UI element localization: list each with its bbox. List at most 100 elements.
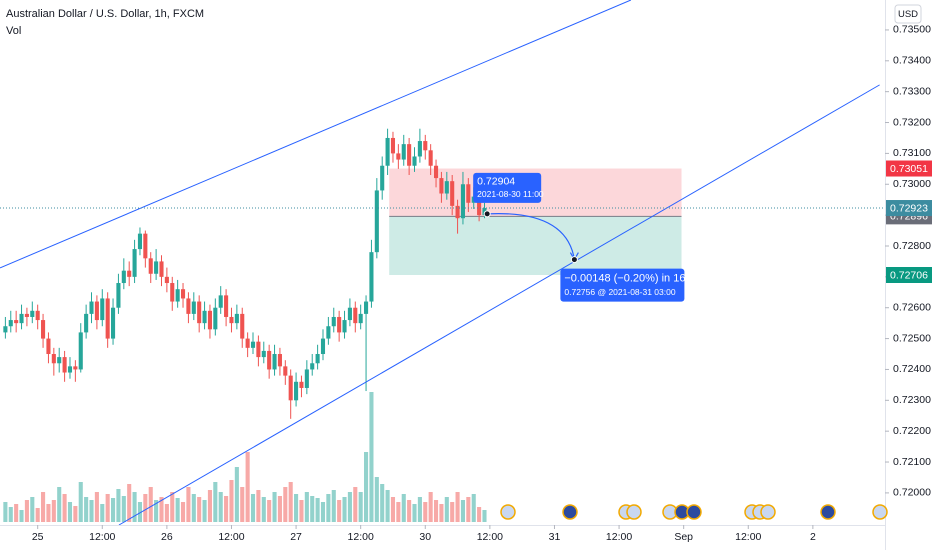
volume-bar	[14, 504, 19, 522]
volume-bar	[369, 392, 374, 522]
price-tag-label: 0.72706	[890, 269, 928, 281]
volume-label: Vol	[6, 25, 21, 37]
volume-bar	[67, 502, 73, 522]
volume-bar	[3, 502, 8, 522]
volume-bar	[304, 492, 309, 522]
volume-bar	[89, 500, 94, 522]
y-tick-label: 0.72500	[893, 332, 931, 344]
candle-body	[100, 298, 105, 321]
x-tick-label: 30	[419, 531, 431, 543]
volume-bar	[385, 490, 390, 522]
candle-body	[89, 301, 94, 314]
volume-bar	[326, 494, 331, 522]
volume-bar	[471, 494, 476, 522]
volume-bar	[288, 482, 293, 522]
start-price: 0.72904	[477, 176, 515, 188]
volume-bar	[272, 492, 277, 522]
volume-bar	[24, 500, 29, 522]
candle-body	[245, 338, 250, 348]
candle-body	[46, 338, 51, 355]
volume-bar	[30, 497, 35, 522]
volume-bar	[294, 494, 299, 522]
volume-bar	[116, 489, 121, 522]
volume-bar	[390, 497, 396, 522]
volume-bar	[191, 494, 196, 522]
volume-bar	[256, 490, 261, 522]
candle-body	[482, 208, 487, 216]
candle-body	[8, 320, 13, 327]
volume-bar	[417, 497, 422, 522]
candle-body	[288, 375, 293, 401]
volume-bar	[310, 496, 315, 522]
candle-body	[358, 313, 363, 324]
volume-bar	[78, 482, 83, 522]
volume-bar	[460, 500, 466, 522]
candle-body	[364, 301, 369, 314]
candle-body	[326, 326, 331, 339]
candle-body	[272, 354, 277, 370]
volume-bar	[358, 492, 363, 522]
candle-body	[121, 270, 126, 284]
candle-body	[423, 141, 428, 151]
candle-body	[159, 261, 164, 277]
volume-bar	[132, 492, 137, 522]
candle-body	[94, 301, 99, 321]
y-tick-label: 0.72800	[893, 240, 931, 252]
candle-body	[477, 196, 482, 216]
volume-bar	[224, 496, 229, 522]
end-label: 0.72756 @ 2021-08-31 03:00	[564, 287, 675, 297]
volume-bar	[477, 507, 482, 522]
volume-bar	[213, 482, 218, 522]
volume-bar	[186, 487, 191, 522]
volume-bar	[8, 507, 13, 522]
x-tick-label: 27	[290, 531, 302, 543]
currency-button[interactable]	[894, 4, 922, 24]
y-tick-label: 0.73100	[893, 147, 931, 159]
candle-body	[455, 205, 460, 219]
volume-bar	[94, 492, 99, 522]
x-tick-label: 25	[32, 531, 44, 543]
volume-bar	[433, 500, 439, 522]
volume-bar	[57, 487, 62, 522]
volume-bar	[374, 477, 379, 522]
candle-body	[111, 307, 116, 339]
candle-body	[73, 366, 78, 370]
candle-body	[315, 354, 320, 364]
candle-body	[41, 320, 46, 339]
candle-body	[213, 307, 218, 330]
volume-bar	[240, 487, 245, 522]
candle-body	[234, 313, 239, 324]
currency[interactable]: USD	[898, 9, 918, 20]
candle-body	[267, 350, 272, 370]
candle-body	[197, 301, 202, 324]
volume-bar	[401, 494, 406, 522]
volume-bar	[218, 492, 223, 522]
candle-body	[250, 341, 256, 348]
candle-body	[283, 366, 288, 376]
volume-bar	[444, 497, 449, 522]
candle-body	[294, 381, 299, 401]
volume-bar	[428, 492, 433, 522]
target-zone	[389, 216, 682, 275]
candle-body	[78, 332, 83, 370]
price-tag	[886, 160, 932, 177]
candle-body	[304, 369, 309, 388]
volume-bar	[62, 494, 67, 522]
candle-body	[143, 233, 148, 259]
candle-body	[191, 301, 196, 314]
candle-body	[57, 357, 62, 364]
volume-bar	[105, 494, 110, 522]
volume-bar	[455, 492, 460, 522]
price-tag-label: 0.72923	[890, 202, 928, 214]
volume-bar	[412, 504, 417, 522]
candle-body	[374, 190, 379, 253]
x-tick-label: 12:00	[477, 531, 503, 543]
volume-bar	[482, 510, 487, 522]
candle-body	[466, 184, 471, 203]
candle-body	[353, 307, 358, 324]
volume-bar	[121, 496, 126, 522]
candle-body	[401, 144, 406, 160]
candle-body	[240, 313, 245, 339]
